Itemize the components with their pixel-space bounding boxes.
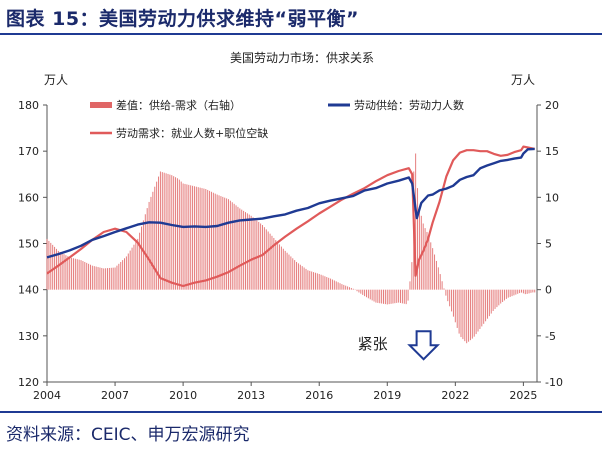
annotation-label: 紧张: [358, 335, 388, 353]
right-axis-unit: 万人: [511, 73, 535, 87]
chart-subtitle: 美国劳动力市场：供求关系: [230, 50, 374, 65]
right-tick-label: -5: [545, 330, 556, 343]
top-divider: [0, 33, 602, 35]
supply-line: [46, 147, 535, 259]
x-tick-label: 2004: [33, 389, 61, 402]
x-tick-label: 2016: [305, 389, 333, 402]
x-tick-label: 2007: [101, 389, 129, 402]
left-tick-label: 160: [18, 191, 39, 204]
x-tick-label: 2010: [169, 389, 197, 402]
figure-title: 图表 15：美国劳动力供求维持“弱平衡”: [6, 8, 360, 30]
legend-supply-label: 劳动供给：劳动力人数: [354, 98, 464, 112]
left-tick-label: 140: [18, 284, 39, 297]
left-tick-label: 150: [18, 238, 39, 251]
x-tick-label: 2019: [373, 389, 401, 402]
bottom-divider: [0, 411, 602, 413]
left-tick-label: 170: [18, 145, 39, 158]
left-tick-label: 180: [18, 99, 39, 112]
legend-demand-label: 劳动需求：就业人数+职位空缺: [116, 126, 268, 140]
right-tick-label: 15: [545, 145, 559, 158]
left-axis-unit: 万人: [44, 73, 68, 87]
right-tick-label: 0: [545, 284, 552, 297]
legend-gap-swatch: [90, 102, 112, 108]
demand-line: [46, 145, 535, 288]
left-tick-label: 120: [18, 376, 39, 389]
down-arrow-icon: [407, 330, 441, 361]
right-tick-label: 10: [545, 191, 559, 204]
right-tick-label: 20: [545, 99, 559, 112]
left-tick-label: 130: [18, 330, 39, 343]
source-note: 资料来源：CEIC、申万宏源研究: [6, 425, 250, 445]
legend-gap-label: 差值：供给-需求（右轴）: [116, 98, 241, 112]
header: 图表 15：美国劳动力供求维持“弱平衡”: [0, 0, 602, 34]
right-tick-label: -10: [545, 376, 563, 389]
x-tick-label: 2022: [441, 389, 469, 402]
x-tick-label: 2025: [509, 389, 537, 402]
right-tick-label: 5: [545, 238, 552, 251]
x-tick-label: 2013: [237, 389, 265, 402]
